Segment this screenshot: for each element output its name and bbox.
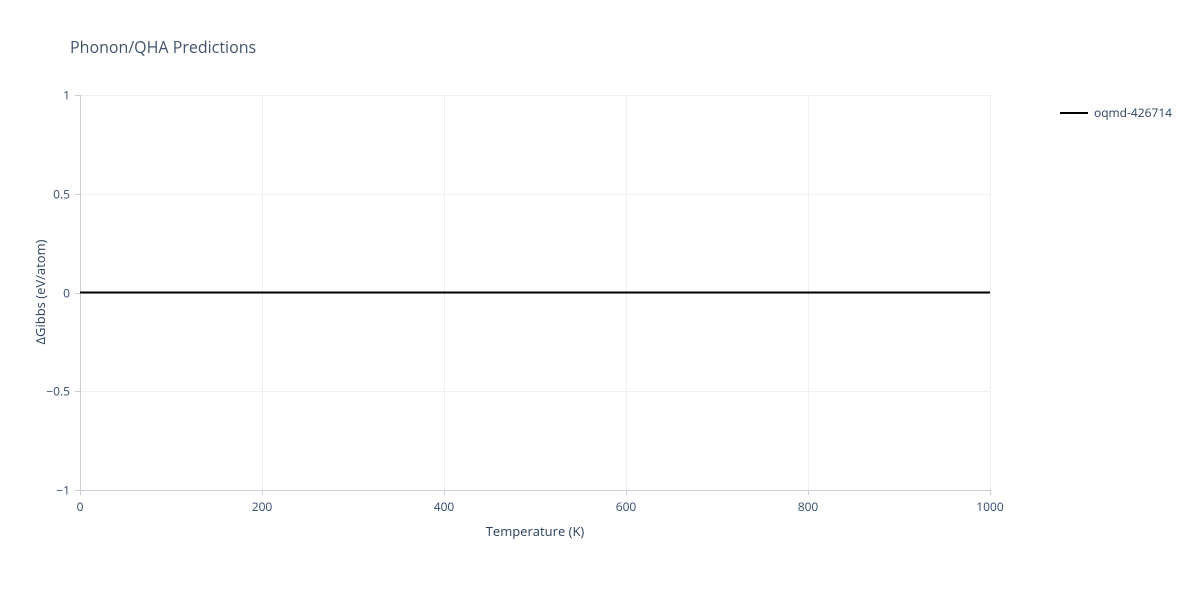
legend: oqmd-426714 <box>1060 104 1172 121</box>
x-axis-label: Temperature (K) <box>475 522 595 540</box>
legend-series-label: oqmd-426714 <box>1094 104 1172 121</box>
y-axis-label: ΔGibbs (eV/atom) <box>31 212 49 372</box>
legend-swatch <box>1060 112 1088 114</box>
series-svg <box>0 0 1200 600</box>
chart-container: Phonon/QHA Predictions 02004006008001000… <box>0 0 1200 600</box>
